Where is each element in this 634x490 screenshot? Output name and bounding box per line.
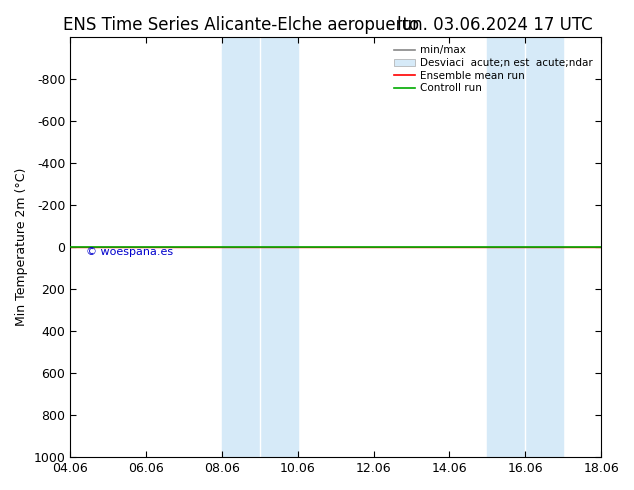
Text: © woespana.es: © woespana.es <box>86 247 173 257</box>
Legend: min/max, Desviaci  acute;n est  acute;ndar, Ensemble mean run, Controll run: min/max, Desviaci acute;n est acute;ndar… <box>391 42 596 97</box>
Bar <box>222 37 260 457</box>
Text: ENS Time Series Alicante-Elche aeropuerto: ENS Time Series Alicante-Elche aeropuert… <box>63 16 419 34</box>
Bar <box>488 37 526 457</box>
Bar <box>260 37 298 457</box>
Y-axis label: Min Temperature 2m (°C): Min Temperature 2m (°C) <box>15 168 28 326</box>
Text: lun. 03.06.2024 17 UTC: lun. 03.06.2024 17 UTC <box>397 16 592 34</box>
Bar <box>526 37 563 457</box>
